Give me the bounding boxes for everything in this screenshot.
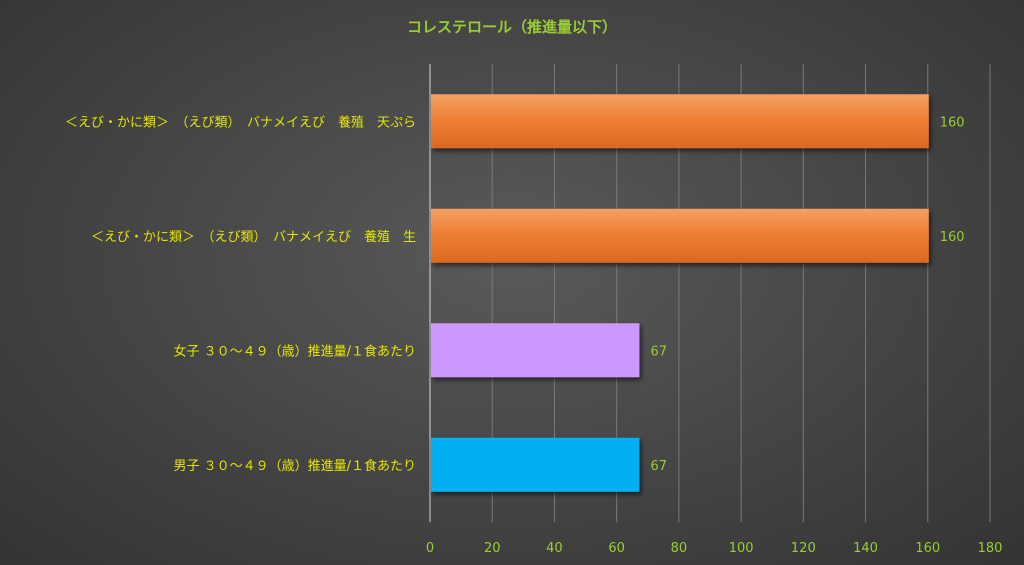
x-tick-label: 20 — [484, 541, 501, 556]
x-tick-label: 60 — [608, 541, 625, 556]
x-tick-label: 120 — [791, 541, 816, 556]
x-tick-label: 180 — [978, 541, 1003, 556]
x-tick-label: 140 — [853, 541, 878, 556]
category-label: 男子 ３０～４９（歳）推進量/１食あたり — [173, 458, 416, 474]
bar — [431, 323, 640, 378]
category-label: ＜えび・かに類＞ （えび類） バナメイえび 養殖 生 — [91, 229, 416, 245]
bar — [431, 437, 640, 492]
category-labels: ＜えび・かに類＞ （えび類） バナメイえび 養殖 天ぷら ＜えび・かに類＞ （えび… — [65, 114, 416, 474]
x-tick-label: 100 — [729, 541, 754, 556]
data-label: 160 — [940, 115, 965, 130]
data-labels: 160 160 67 67 — [650, 115, 964, 474]
x-tick-label: 0 — [426, 541, 434, 556]
data-label: 67 — [650, 344, 667, 359]
bar — [431, 94, 929, 149]
x-tick-label: 80 — [671, 541, 688, 556]
category-label: ＜えび・かに類＞ （えび類） バナメイえび 養殖 天ぷら — [65, 114, 416, 130]
data-label: 67 — [650, 459, 667, 474]
x-axis-ticks: 0 20 40 60 80 100 120 140 160 180 — [426, 541, 1003, 556]
data-label: 160 — [940, 230, 965, 245]
x-tick-label: 160 — [915, 541, 940, 556]
bars — [431, 94, 929, 492]
bar — [431, 208, 929, 263]
category-label: 女子 ３０～４９（歳）推進量/１食あたり — [173, 343, 416, 359]
chart-title: コレステロール（推進量以下） — [407, 18, 617, 36]
x-tick-label: 40 — [546, 541, 563, 556]
